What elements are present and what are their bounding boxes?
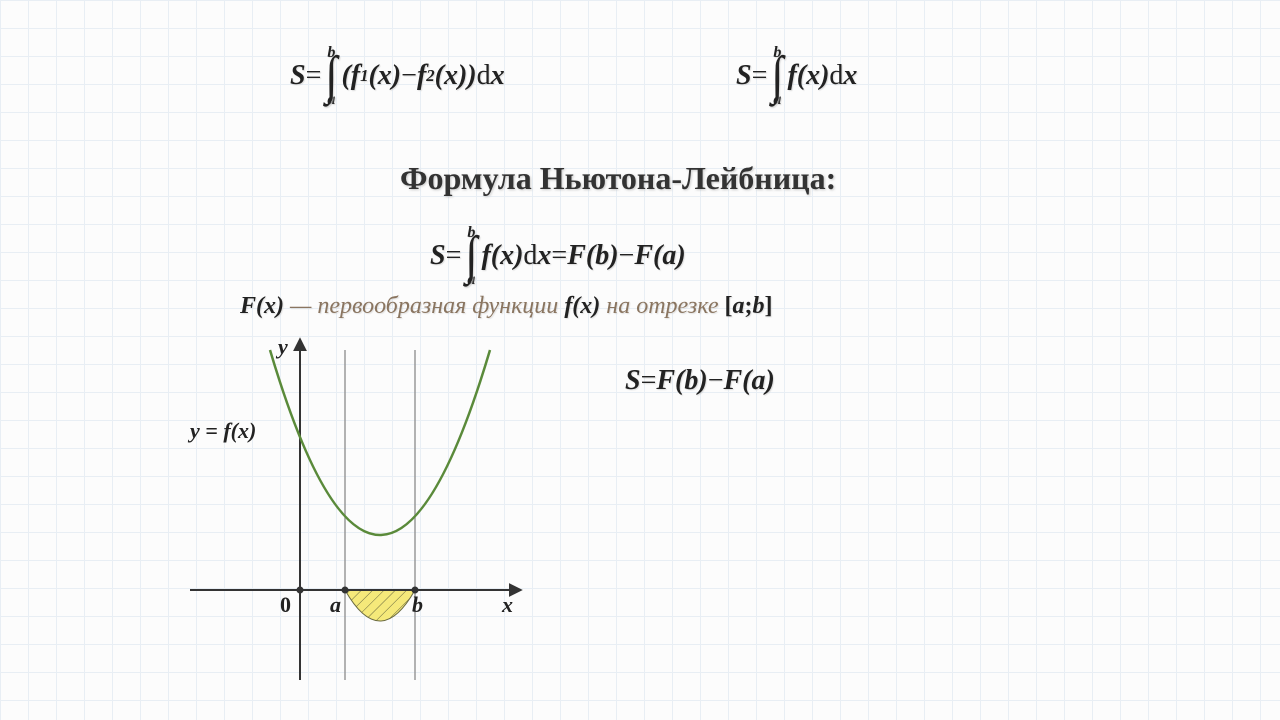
Fx: F(x) <box>240 293 284 319</box>
integral-symbol: b ∫ a <box>465 225 477 288</box>
b-label: b <box>412 592 423 618</box>
sub1: 1 <box>360 66 368 86</box>
semi: ; <box>745 293 753 319</box>
origin-label: 0 <box>280 592 291 618</box>
dx-d: d <box>829 60 843 92</box>
integrand: f(x) <box>787 60 829 92</box>
formula-area-between: S = b ∫ a (f1(x) − f2(x))dx <box>290 45 505 108</box>
minus: − <box>708 365 724 397</box>
fn-y: y = <box>190 418 223 443</box>
b: b <box>753 293 765 319</box>
dx-x: x <box>491 60 505 92</box>
integrand: f(x) <box>481 240 523 272</box>
lhs: S <box>736 60 752 92</box>
eq: = <box>306 60 322 92</box>
graph-svg <box>180 330 540 690</box>
integral-symbol: b ∫ a <box>325 45 337 108</box>
minus: − <box>619 240 635 272</box>
br-close: ] <box>765 293 773 319</box>
lhs: S <box>430 240 446 272</box>
integral-glyph: ∫ <box>771 58 783 95</box>
y-axis-label: y <box>278 334 288 360</box>
Fa: F(a) <box>634 240 685 272</box>
lhs: S <box>290 60 306 92</box>
formula-result: S = F(b) − F(a) <box>625 365 775 397</box>
integrand-x1: (x) <box>368 60 401 92</box>
x-axis-label: x <box>502 592 513 618</box>
dx-d: d <box>477 60 491 92</box>
minus: − <box>401 60 417 92</box>
eq: = <box>641 365 657 397</box>
fn-fx: f(x) <box>223 418 256 443</box>
antiderivative-note: F(x) — первообразная функции f(x) на отр… <box>240 293 773 320</box>
integrand-x2: (x)) <box>435 60 477 92</box>
integrand-open: (f <box>341 60 360 92</box>
formula-newton-leibniz: S = b ∫ a f(x)dx = F(b) − F(a) <box>430 225 686 288</box>
Fb: F(b) <box>567 240 618 272</box>
eq: = <box>446 240 462 272</box>
fx: f(x) <box>564 293 600 319</box>
integral-symbol: b ∫ a <box>771 45 783 108</box>
t2: на отрезке <box>600 293 724 319</box>
br-open: [ <box>725 293 733 319</box>
dx-x: x <box>843 60 857 92</box>
section-title: Формула Ньютона-Лейбница: <box>400 160 836 197</box>
integral-glyph: ∫ <box>325 58 337 95</box>
a: a <box>733 293 745 319</box>
dx-x: x <box>537 240 551 272</box>
Fa: F(a) <box>724 365 775 397</box>
eq2: = <box>551 240 567 272</box>
integral-glyph: ∫ <box>465 238 477 275</box>
t1: первообразная функции <box>317 293 564 319</box>
function-label: y = f(x) <box>190 418 256 444</box>
integrand-f2: f <box>417 60 426 92</box>
Fb: F(b) <box>656 365 707 397</box>
sub2: 2 <box>426 66 434 86</box>
a-label: a <box>330 592 341 618</box>
lhs: S <box>625 365 641 397</box>
dash: — <box>284 293 317 319</box>
dx-d: d <box>523 240 537 272</box>
eq: = <box>752 60 768 92</box>
formula-area-under: S = b ∫ a f(x)dx <box>736 45 857 108</box>
graph-container: y x 0 a b y = f(x) <box>180 330 540 695</box>
